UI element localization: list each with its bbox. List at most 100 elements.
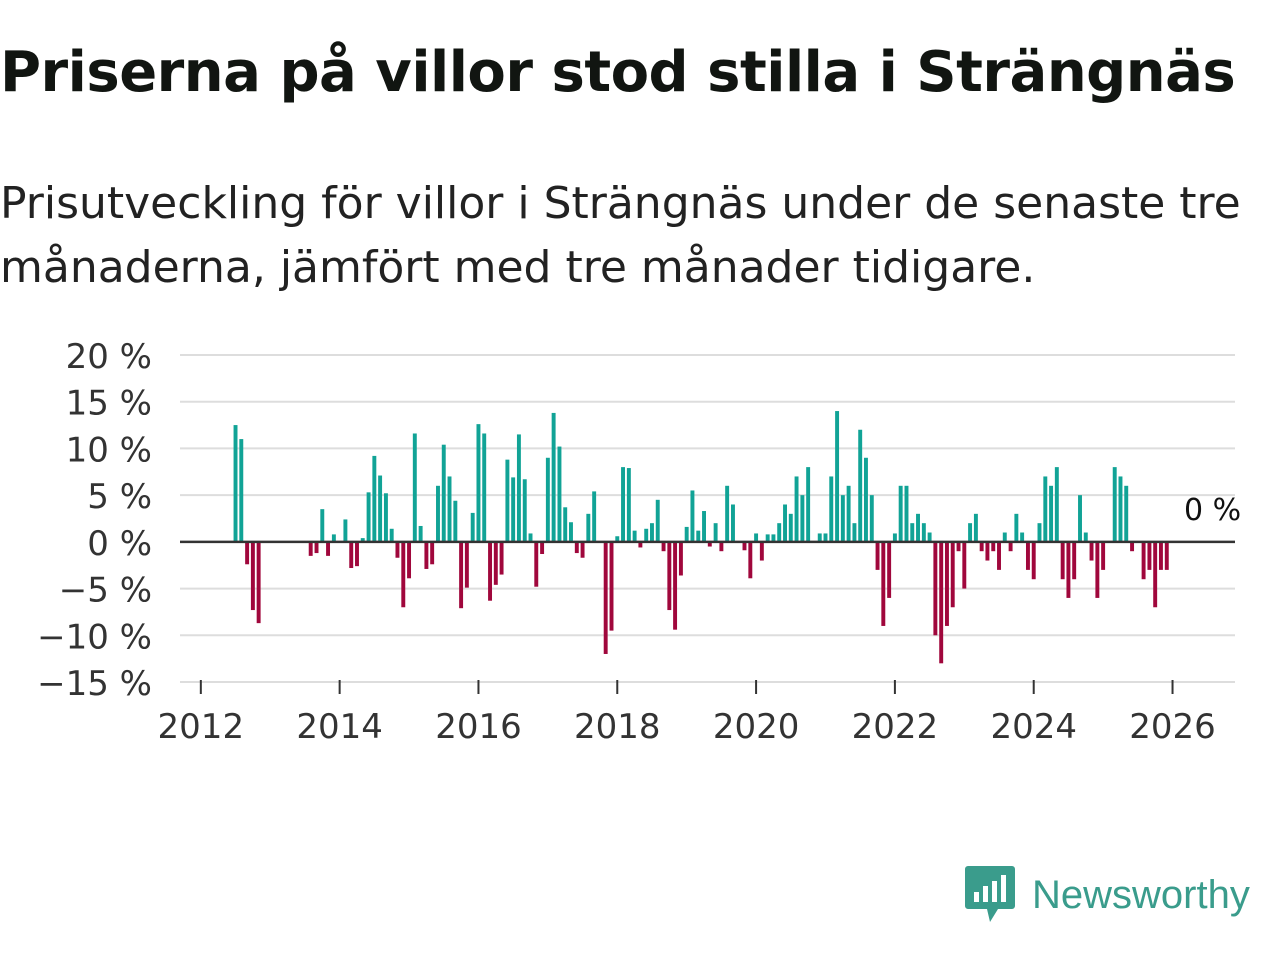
y-tick-label: 15 % [66, 384, 152, 424]
bar [1037, 523, 1042, 542]
bar [626, 468, 631, 542]
bar [470, 512, 475, 542]
bar [644, 528, 649, 542]
bar [418, 525, 423, 542]
bar [742, 541, 747, 551]
bar [482, 433, 487, 542]
x-tick-label: 2014 [296, 707, 383, 747]
bar [586, 513, 591, 542]
brand-name: Newsworthy [1032, 872, 1250, 917]
bar [447, 476, 452, 542]
y-tick-label: 5 % [87, 477, 152, 517]
bar [383, 493, 388, 542]
x-tick-label: 2012 [158, 707, 245, 747]
bar [534, 541, 539, 587]
bar [459, 541, 464, 609]
bar [1153, 541, 1158, 608]
bar [806, 467, 811, 542]
bar [997, 541, 1001, 570]
bar [551, 412, 556, 542]
bar [355, 541, 359, 567]
bar [650, 523, 654, 542]
bar [759, 541, 764, 561]
bar [1112, 467, 1117, 542]
bar [1060, 541, 1065, 580]
bar-series [233, 411, 1169, 664]
bar [1158, 541, 1163, 570]
bar [875, 541, 880, 570]
bar [887, 541, 892, 598]
bar [655, 499, 660, 542]
bar [528, 533, 533, 542]
bar [314, 541, 319, 554]
bar [916, 513, 920, 542]
bar [852, 523, 857, 542]
bar [696, 530, 701, 542]
bar [968, 523, 973, 542]
bar [1141, 541, 1146, 580]
bar [1072, 541, 1077, 580]
y-tick-label: 0 % [87, 524, 152, 564]
bar [516, 434, 521, 542]
x-tick-label: 2022 [852, 707, 939, 747]
x-tick-label: 2024 [990, 707, 1077, 747]
bar [702, 511, 706, 542]
bar [430, 541, 435, 565]
newsworthy-logo-icon [965, 866, 1015, 922]
bar [569, 522, 573, 542]
bar [366, 492, 371, 542]
bar [407, 541, 412, 579]
bar [1049, 485, 1054, 542]
bar [783, 504, 787, 542]
y-tick-label: −15 % [37, 664, 152, 704]
bar [863, 457, 868, 542]
bar [661, 541, 666, 552]
bar [360, 538, 365, 542]
y-tick-label: −10 % [37, 617, 152, 657]
bar [343, 519, 348, 542]
bar [401, 541, 406, 608]
y-tick-label: 10 % [66, 430, 152, 470]
bar [603, 541, 608, 654]
y-tick-label: −5 % [59, 571, 152, 611]
bar [985, 541, 990, 561]
bar [725, 485, 730, 542]
bar [794, 476, 799, 542]
bar [1130, 541, 1135, 552]
bar [424, 541, 429, 569]
bar [609, 541, 614, 631]
bar [939, 541, 944, 664]
bar [511, 477, 516, 542]
bar [1014, 513, 1019, 542]
bar [308, 541, 313, 556]
bar [944, 541, 949, 626]
bar [1020, 532, 1025, 542]
bar [493, 541, 498, 585]
bar [1089, 541, 1094, 561]
bar [245, 541, 250, 565]
bar [505, 459, 510, 542]
x-tick-label: 2018 [574, 707, 661, 747]
bar [1101, 541, 1106, 570]
grid-lines [180, 354, 1235, 683]
bar [881, 541, 886, 626]
bar [389, 528, 394, 542]
bar [1083, 532, 1088, 542]
bar [1118, 476, 1123, 542]
bar [256, 541, 261, 624]
bar [563, 507, 568, 542]
x-axis: 2012 2014 2016 2018 2020 2022 2024 2026 [158, 680, 1216, 747]
bar [707, 541, 712, 547]
bar [777, 523, 782, 542]
bar [719, 541, 724, 552]
bar [632, 530, 637, 542]
bar [979, 541, 984, 552]
bar [1164, 541, 1169, 570]
chart-title: Priserna på villor stod stilla i Strängn… [0, 40, 1236, 105]
bar [621, 467, 625, 542]
bar [858, 429, 863, 542]
bar [817, 533, 822, 542]
bar [1124, 485, 1129, 542]
bar-chart: 20 %15 %10 %5 %0 %−5 %−10 %−15 % 2012 201… [37, 337, 1241, 747]
bar [326, 541, 331, 556]
